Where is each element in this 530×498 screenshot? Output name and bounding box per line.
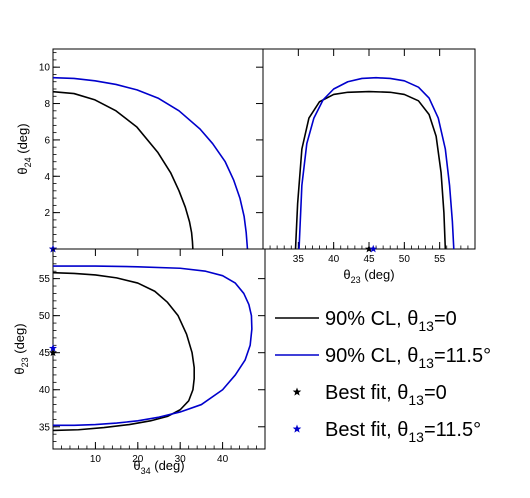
best-fit-point-0 — [49, 348, 57, 357]
x-tick-label: 35 — [293, 254, 305, 265]
panels: 2 4 6 8 10 θ24 (deg) 35 40 45 50 55 θ23 (deg) 10 20 30… — [12, 48, 476, 476]
contour-series-1 — [298, 76, 455, 250]
y-tick-label: 55 — [39, 274, 51, 285]
legend-entry-2: Best fit, θ13=0 — [292, 382, 447, 408]
y-axis-label: θ24 (deg) — [15, 123, 33, 174]
y-tick-label: 50 — [39, 311, 51, 322]
x-tick-label: 10 — [90, 454, 102, 465]
panel-p34: 10 20 30 40 35 40 45 50 55 θ34 (deg) θ23 (deg) — [12, 248, 266, 476]
x-axis-label: θ23 (deg) — [343, 267, 394, 285]
best-fit-point-1 — [49, 344, 57, 352]
y-axis-label: θ23 (deg) — [12, 323, 30, 374]
y-tick-label: 4 — [44, 172, 50, 183]
x-tick-label: 20 — [132, 454, 144, 465]
legend-label: Best fit, θ13=0 — [325, 382, 447, 408]
contour-series-1 — [53, 265, 253, 427]
legend-star-swatch — [292, 424, 302, 433]
y-tick-label: 8 — [44, 99, 50, 110]
legend-entry-0: 90% CL, θ13=0 — [275, 308, 457, 334]
panel-p23: 35 40 45 50 55 θ23 (deg) — [262, 48, 476, 285]
legend-star-swatch — [292, 387, 302, 396]
x-tick-label: 50 — [399, 254, 411, 265]
contour-series-0 — [294, 90, 447, 250]
legend-label: 90% CL, θ13=11.5° — [325, 345, 491, 371]
x-tick-label: 40 — [328, 254, 340, 265]
y-tick-label: 35 — [39, 422, 51, 433]
contour-series-0 — [52, 90, 194, 250]
x-tick-label: 45 — [363, 254, 375, 265]
contour-series-0 — [52, 271, 195, 432]
y-tick-label: 6 — [44, 135, 50, 146]
x-tick-label: 30 — [175, 454, 187, 465]
best-fit-point-0 — [365, 244, 373, 253]
x-tick-label: 55 — [434, 254, 446, 265]
x-axis-label: θ34 (deg) — [133, 458, 184, 476]
best-fit-point-1 — [369, 244, 378, 253]
plot-frame — [262, 48, 476, 250]
legend-entry-1: 90% CL, θ13=11.5° — [275, 345, 491, 371]
legend-entry-3: Best fit, θ13=11.5° — [292, 419, 481, 445]
contour-series-1 — [52, 76, 249, 250]
legend-label: 90% CL, θ13=0 — [325, 308, 457, 334]
panel-p24: 2 4 6 8 10 θ24 (deg) — [15, 48, 264, 253]
y-tick-label: 2 — [44, 208, 50, 219]
y-tick-label: 45 — [39, 348, 51, 359]
legend-label: Best fit, θ13=11.5° — [325, 419, 481, 445]
legend: 90% CL, θ13=0 90% CL, θ13=11.5° Best fit, … — [275, 308, 491, 445]
x-tick-label: 40 — [217, 454, 229, 465]
y-tick-label: 10 — [39, 63, 51, 74]
y-tick-label: 40 — [39, 385, 51, 396]
